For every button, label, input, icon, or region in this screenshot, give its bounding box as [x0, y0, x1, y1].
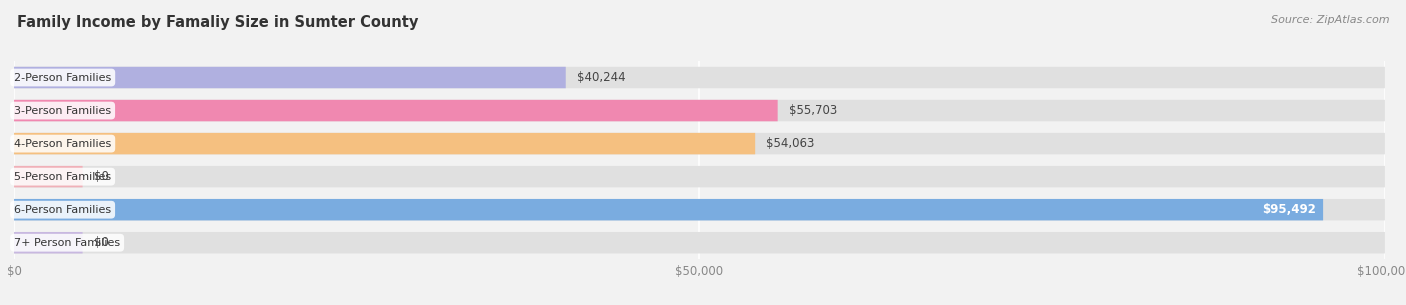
Text: 6-Person Families: 6-Person Families: [14, 205, 111, 215]
Text: $0: $0: [94, 170, 108, 183]
FancyBboxPatch shape: [14, 199, 1323, 221]
Text: 7+ Person Families: 7+ Person Families: [14, 238, 120, 248]
Text: $55,703: $55,703: [789, 104, 837, 117]
FancyBboxPatch shape: [14, 100, 778, 121]
FancyBboxPatch shape: [14, 133, 755, 154]
FancyBboxPatch shape: [14, 166, 1385, 187]
Text: $54,063: $54,063: [766, 137, 814, 150]
Text: 5-Person Families: 5-Person Families: [14, 172, 111, 182]
Text: 4-Person Families: 4-Person Families: [14, 138, 111, 149]
Text: 2-Person Families: 2-Person Families: [14, 73, 111, 83]
Text: $40,244: $40,244: [576, 71, 626, 84]
FancyBboxPatch shape: [14, 232, 1385, 253]
Text: $0: $0: [94, 236, 108, 249]
Text: $95,492: $95,492: [1263, 203, 1316, 216]
FancyBboxPatch shape: [14, 100, 1385, 121]
FancyBboxPatch shape: [14, 67, 1385, 88]
FancyBboxPatch shape: [14, 67, 565, 88]
Text: 3-Person Families: 3-Person Families: [14, 106, 111, 116]
FancyBboxPatch shape: [14, 232, 83, 253]
Text: Source: ZipAtlas.com: Source: ZipAtlas.com: [1271, 15, 1389, 25]
FancyBboxPatch shape: [14, 199, 1385, 221]
Text: Family Income by Famaliy Size in Sumter County: Family Income by Famaliy Size in Sumter …: [17, 15, 418, 30]
FancyBboxPatch shape: [14, 166, 83, 187]
FancyBboxPatch shape: [14, 133, 1385, 154]
